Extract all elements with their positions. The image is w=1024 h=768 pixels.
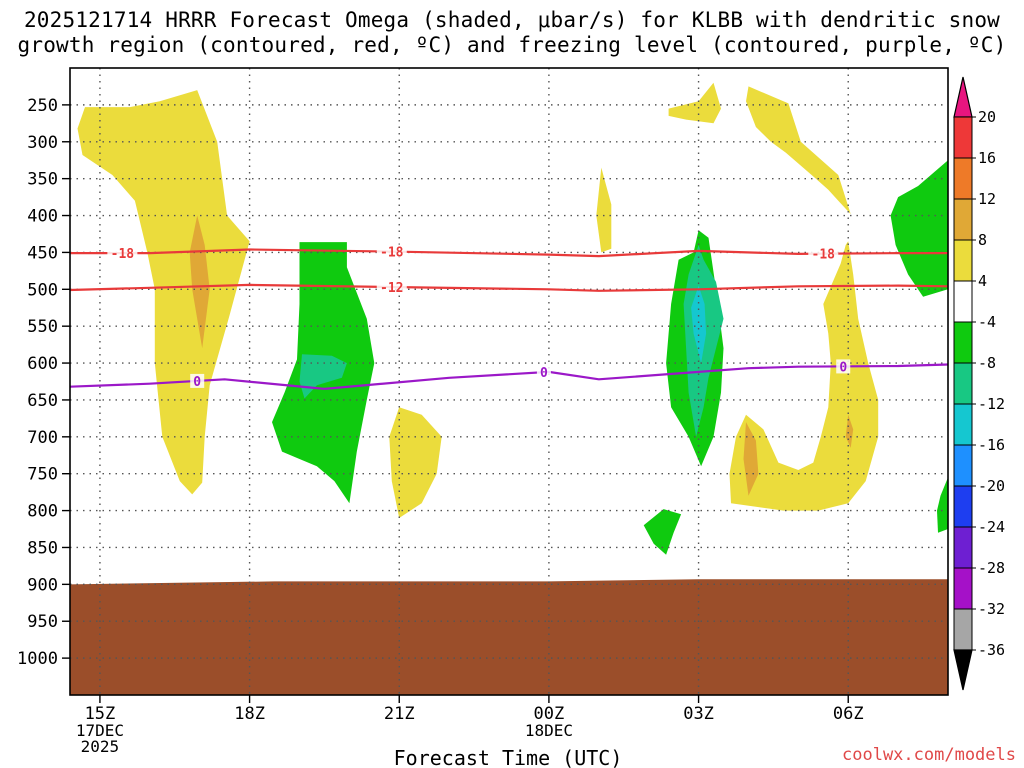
- y-tick-label-800: 800: [27, 502, 58, 522]
- omega-region-14: [743, 422, 759, 496]
- colorbar-bin-4: [953, 239, 973, 282]
- colorbar-label-3: 12: [978, 190, 996, 208]
- colorbar-bin-5: [953, 280, 973, 323]
- contour-label-1-1: -18: [111, 247, 135, 262]
- contour-label-bg: [190, 373, 205, 388]
- omega-region-17: [937, 477, 948, 533]
- colorbar-bin-7: [953, 362, 973, 405]
- x-tick-sublabel: 18DEC: [525, 721, 573, 740]
- colorbar-label-5: 4: [978, 272, 987, 290]
- colorbar-label-12: -28: [978, 559, 1005, 577]
- colorbar-bin-9: [953, 444, 973, 487]
- y-tick-label-850: 850: [27, 538, 58, 558]
- colorbar-label-1: 20: [978, 108, 996, 126]
- chart-title-line-1: 2025121714 HRRR Forecast Omega (shaded, …: [23, 8, 1001, 32]
- y-tick-label-350: 350: [27, 170, 58, 190]
- x-tick-label-15Z: 15Z: [85, 704, 116, 724]
- colorbar-bin-8: [953, 403, 973, 446]
- colorbar-bin-10: [953, 485, 973, 528]
- colorbar-bin-2: [953, 157, 973, 200]
- colorbar-label-11: -24: [978, 518, 1005, 536]
- y-tick-label-750: 750: [27, 465, 58, 485]
- y-tick-label-450: 450: [27, 243, 58, 263]
- contour-line-1: [70, 248, 948, 258]
- y-tick-label-400: 400: [27, 207, 58, 227]
- axes: 250 300 350 400 450 500 550 600 650 700 750 800 850 9…: [17, 96, 864, 756]
- contour-label-bg: [808, 246, 839, 261]
- contour-label-3-1: 0: [193, 375, 201, 390]
- omega-region-11: [643, 509, 682, 555]
- colorbar-bin-11: [953, 526, 973, 569]
- contour-label-1-2: -18: [380, 246, 404, 261]
- contour-label-2-1: -12: [380, 281, 403, 296]
- x-tick-label-18Z: 18Z: [234, 704, 265, 724]
- y-tick-label-950: 950: [27, 612, 58, 632]
- contour-lines: -18 -18 -18 -12 0 0 0: [70, 244, 948, 391]
- x-axis-label: Forecast Time (UTC): [394, 746, 623, 768]
- omega-region-6: [596, 167, 612, 253]
- contour-line-2: [70, 283, 948, 292]
- x-tick-label-06Z: 06Z: [833, 704, 864, 724]
- y-tick-label-600: 600: [27, 354, 58, 374]
- terrain-polygon: [70, 579, 948, 695]
- colorbar-bottom-triangle: [953, 649, 973, 691]
- x-tick-sublabel: 17DEC: [76, 721, 124, 740]
- omega-region-2: [189, 215, 210, 349]
- credit-link[interactable]: coolwx.com/models: [842, 745, 1016, 765]
- contour-label-bg: [107, 246, 138, 261]
- contour-label-bg: [376, 244, 407, 259]
- colorbar-bin-6: [953, 321, 973, 364]
- colorbar-label-10: -20: [978, 477, 1005, 495]
- plot-frame: [69, 67, 949, 696]
- omega-region-13: [729, 241, 879, 511]
- omega-region-1: [77, 90, 250, 495]
- omega-region-16: [890, 160, 948, 297]
- y-tick-label-250: 250: [27, 96, 58, 116]
- colorbar-bin-1: [953, 116, 973, 159]
- y-tick-label-300: 300: [27, 133, 58, 153]
- chart-title-line-2: growth region (contoured, red, ºC) and f…: [17, 33, 1007, 57]
- contour-label-bg: [376, 279, 407, 294]
- terrain-fill: [70, 579, 948, 695]
- colorbar-label-4: 8: [978, 231, 987, 249]
- contour-label-bg: [836, 359, 851, 374]
- colorbar-label-2: 16: [978, 149, 996, 167]
- y-tick-label-550: 550: [27, 317, 58, 337]
- contour-label-1-3: -18: [812, 248, 836, 263]
- colorbar-top-triangle: [953, 76, 973, 118]
- y-tick-label-500: 500: [27, 280, 58, 300]
- colorbar: 20 16 12 8 4 -4 -8 -12 -16 -20 -24 -28 -32 -36: [953, 76, 1005, 691]
- colorbar-label-9: -16: [978, 436, 1005, 454]
- colorbar-bin-3: [953, 198, 973, 241]
- contour-line-3: [70, 363, 948, 391]
- colorbar-label-8: -12: [978, 395, 1005, 413]
- colorbar-bin-13: [953, 608, 973, 651]
- colorbar-label-13: -32: [978, 600, 1005, 618]
- colorbar-label-6: -4: [978, 313, 996, 331]
- y-tick-label-1000: 1000: [17, 649, 58, 669]
- contour-label-3-3: 0: [839, 360, 847, 375]
- omega-region-10: [691, 285, 707, 364]
- omega-shading: [77, 82, 948, 555]
- contour-label-bg: [536, 365, 551, 380]
- omega-region-12: [746, 86, 851, 215]
- colorbar-bin-12: [953, 567, 973, 610]
- colorbar-label-14: -36: [978, 641, 1005, 659]
- colorbar-label-7: -8: [978, 354, 996, 372]
- contour-label-3-2: 0: [540, 366, 548, 381]
- omega-region-5: [389, 407, 442, 518]
- x-tick-label-21Z: 21Z: [384, 704, 415, 724]
- plot-border: [69, 67, 949, 696]
- x-tick-sublabel: 2025: [81, 737, 120, 756]
- y-tick-label-700: 700: [27, 428, 58, 448]
- x-tick-label-00Z: 00Z: [534, 704, 565, 724]
- omega-region-7: [668, 82, 721, 124]
- y-tick-label-900: 900: [27, 575, 58, 595]
- x-tick-label-03Z: 03Z: [683, 704, 714, 724]
- y-tick-label-650: 650: [27, 391, 58, 411]
